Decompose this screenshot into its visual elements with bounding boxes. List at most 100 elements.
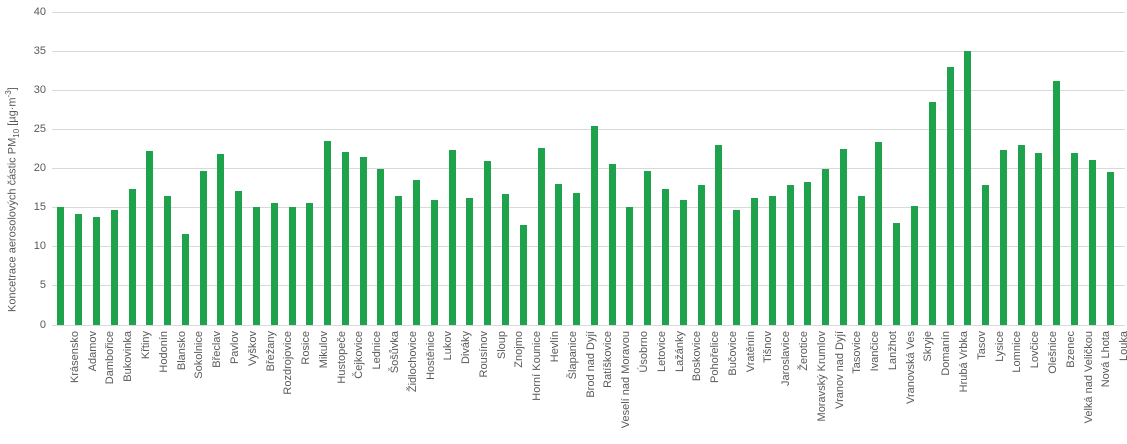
gridline-y-25: [52, 129, 1125, 131]
x-label-Sokolnice: Sokolnice: [193, 331, 206, 379]
bar-Břeclav: [199, 170, 207, 325]
y-tick-label-35: 35: [33, 45, 46, 58]
x-label-Veselí nad Moravou: Veselí nad Moravou: [620, 331, 633, 429]
x-label-Vratěnín: Vratěnín: [744, 331, 757, 373]
x-label-Lednice: Lednice: [371, 331, 384, 370]
x-label-Hustopeče: Hustopeče: [335, 331, 348, 384]
x-label-Šlapanice: Šlapanice: [566, 331, 579, 380]
gridline-y-5: [52, 285, 1125, 287]
bar-Adamov: [75, 213, 83, 325]
x-label-Krásensko: Krásensko: [68, 331, 81, 383]
x-label-Hodonín: Hodonín: [157, 331, 170, 373]
bar-Lovčice: [1017, 144, 1025, 325]
bar-Bučovice: [715, 144, 723, 325]
bar-Dambořice: [92, 217, 100, 325]
bar-Tasovice: [839, 148, 847, 325]
x-label-Dambořice: Dambořice: [104, 331, 117, 385]
bar-Křtiny: [128, 188, 136, 325]
y-tick-label-15: 15: [33, 201, 46, 214]
x-label-Úsobrno: Úsobrno: [637, 331, 650, 373]
bar-Židlochovice: [395, 195, 403, 325]
x-label-Tišnov: Tišnov: [762, 331, 775, 363]
x-label-Vranovská Ves: Vranovská Ves: [904, 331, 917, 404]
x-label-Břežany: Břežany: [264, 331, 277, 372]
x-label-Šošůvka: Šošůvka: [388, 331, 401, 374]
bar-Rosice: [288, 206, 296, 325]
bar-Boskovice: [679, 199, 687, 325]
x-label-Rousínov: Rousínov: [477, 331, 490, 378]
bar-Lomnice: [999, 150, 1007, 325]
x-label-Vyškov: Vyškov: [246, 331, 259, 367]
x-label-Boskovice: Boskovice: [691, 331, 704, 382]
x-label-Skryje: Skryje: [922, 331, 935, 362]
gridline-y-0: [52, 324, 1125, 326]
x-label-Lomnice: Lomnice: [1011, 331, 1024, 373]
bar-Horní Kounice: [519, 224, 527, 325]
bar-Letovice: [644, 171, 652, 325]
y-tick-label-40: 40: [33, 6, 46, 18]
x-label-Pavlov: Pavlov: [228, 331, 241, 365]
bar-Břežany: [253, 207, 260, 325]
gridline-y-35: [52, 51, 1125, 53]
x-label-Pohořelice: Pohořelice: [709, 331, 722, 383]
bar-Šlapanice: [555, 183, 563, 325]
bar-Hustopeče: [324, 140, 332, 325]
x-label-Ratíškovice: Ratíškovice: [602, 331, 615, 388]
x-label-Diváky: Diváky: [460, 331, 473, 365]
x-label-Velká nad Veličkou: Velká nad Veličkou: [1082, 331, 1095, 424]
gridline-y-10: [52, 246, 1125, 248]
x-label-Hrubá Vrbka: Hrubá Vrbka: [958, 331, 971, 393]
x-label-Mikulov: Mikulov: [317, 331, 330, 369]
bar-Žerotice: [786, 184, 794, 325]
x-label-Ivančice: Ivančice: [869, 331, 882, 372]
x-label-Brod nad Dyjí: Brod nad Dyjí: [584, 331, 597, 398]
x-label-Znojmo: Znojmo: [513, 331, 526, 368]
x-label-Horní Kounice: Horní Kounice: [531, 331, 544, 401]
x-label-Žerotice: Žerotice: [798, 331, 810, 371]
bar-Hrubá Vrbka: [946, 67, 954, 325]
bar-Bukovinka: [110, 210, 118, 325]
bar-Tasov: [964, 51, 972, 325]
bar-Vranov nad Dyjí: [822, 169, 830, 325]
bar-Znojmo: [501, 194, 509, 325]
x-label-Domanín: Domanín: [940, 331, 953, 376]
x-label-Vranov nad Dyjí: Vranov nad Dyjí: [833, 331, 846, 409]
x-label-Tasovice: Tasovice: [851, 331, 864, 374]
bar-Lanžhot: [875, 142, 883, 325]
x-label-Křtiny: Křtiny: [140, 331, 153, 360]
x-label-Tasov: Tasov: [975, 331, 988, 360]
x-label-Hostěnice: Hostěnice: [424, 331, 437, 380]
x-label-Rozdrojovice: Rozdrojovice: [282, 331, 295, 395]
x-label-Židlochovice: Židlochovice: [406, 331, 419, 393]
bar-Nová Lhota: [1088, 160, 1096, 325]
gridline-y-30: [52, 90, 1125, 92]
bar-Hevlín: [537, 147, 545, 325]
gridline-y-15: [52, 207, 1125, 209]
bar-Ratíškovice: [590, 126, 598, 325]
bar-Sloup: [484, 161, 492, 325]
y-tick-label-10: 10: [33, 240, 46, 253]
x-label-Sloup: Sloup: [495, 331, 508, 360]
bar-Diváky: [448, 149, 456, 325]
bar-Brod nad Dyjí: [573, 193, 581, 325]
x-label-Olešnice: Olešnice: [1046, 331, 1059, 374]
bar-Blansko: [164, 196, 172, 325]
x-label-Adamov: Adamov: [86, 331, 99, 372]
x-label-Bzenec: Bzenec: [1064, 331, 1077, 368]
x-label-Nová Lhota: Nová Lhota: [1100, 331, 1113, 388]
x-label-Bučovice: Bučovice: [726, 331, 739, 376]
bar-Domanín: [928, 101, 936, 325]
bar-Sokolnice: [181, 233, 189, 325]
bar-Rozdrojovice: [270, 203, 278, 325]
bar-Hostěnice: [413, 179, 421, 325]
gridline-y-40: [52, 12, 1125, 13]
x-label-Čejkovice: Čejkovice: [353, 331, 366, 379]
x-label-Blansko: Blansko: [175, 331, 188, 371]
bar-Lukov: [430, 199, 438, 325]
bar-Krásensko: [57, 207, 65, 325]
x-label-Rosice: Rosice: [300, 331, 313, 365]
x-label-Břeclav: Břeclav: [211, 331, 224, 368]
x-label-Lažánky: Lažánky: [673, 331, 686, 372]
x-label-Lanžhot: Lanžhot: [886, 331, 899, 371]
